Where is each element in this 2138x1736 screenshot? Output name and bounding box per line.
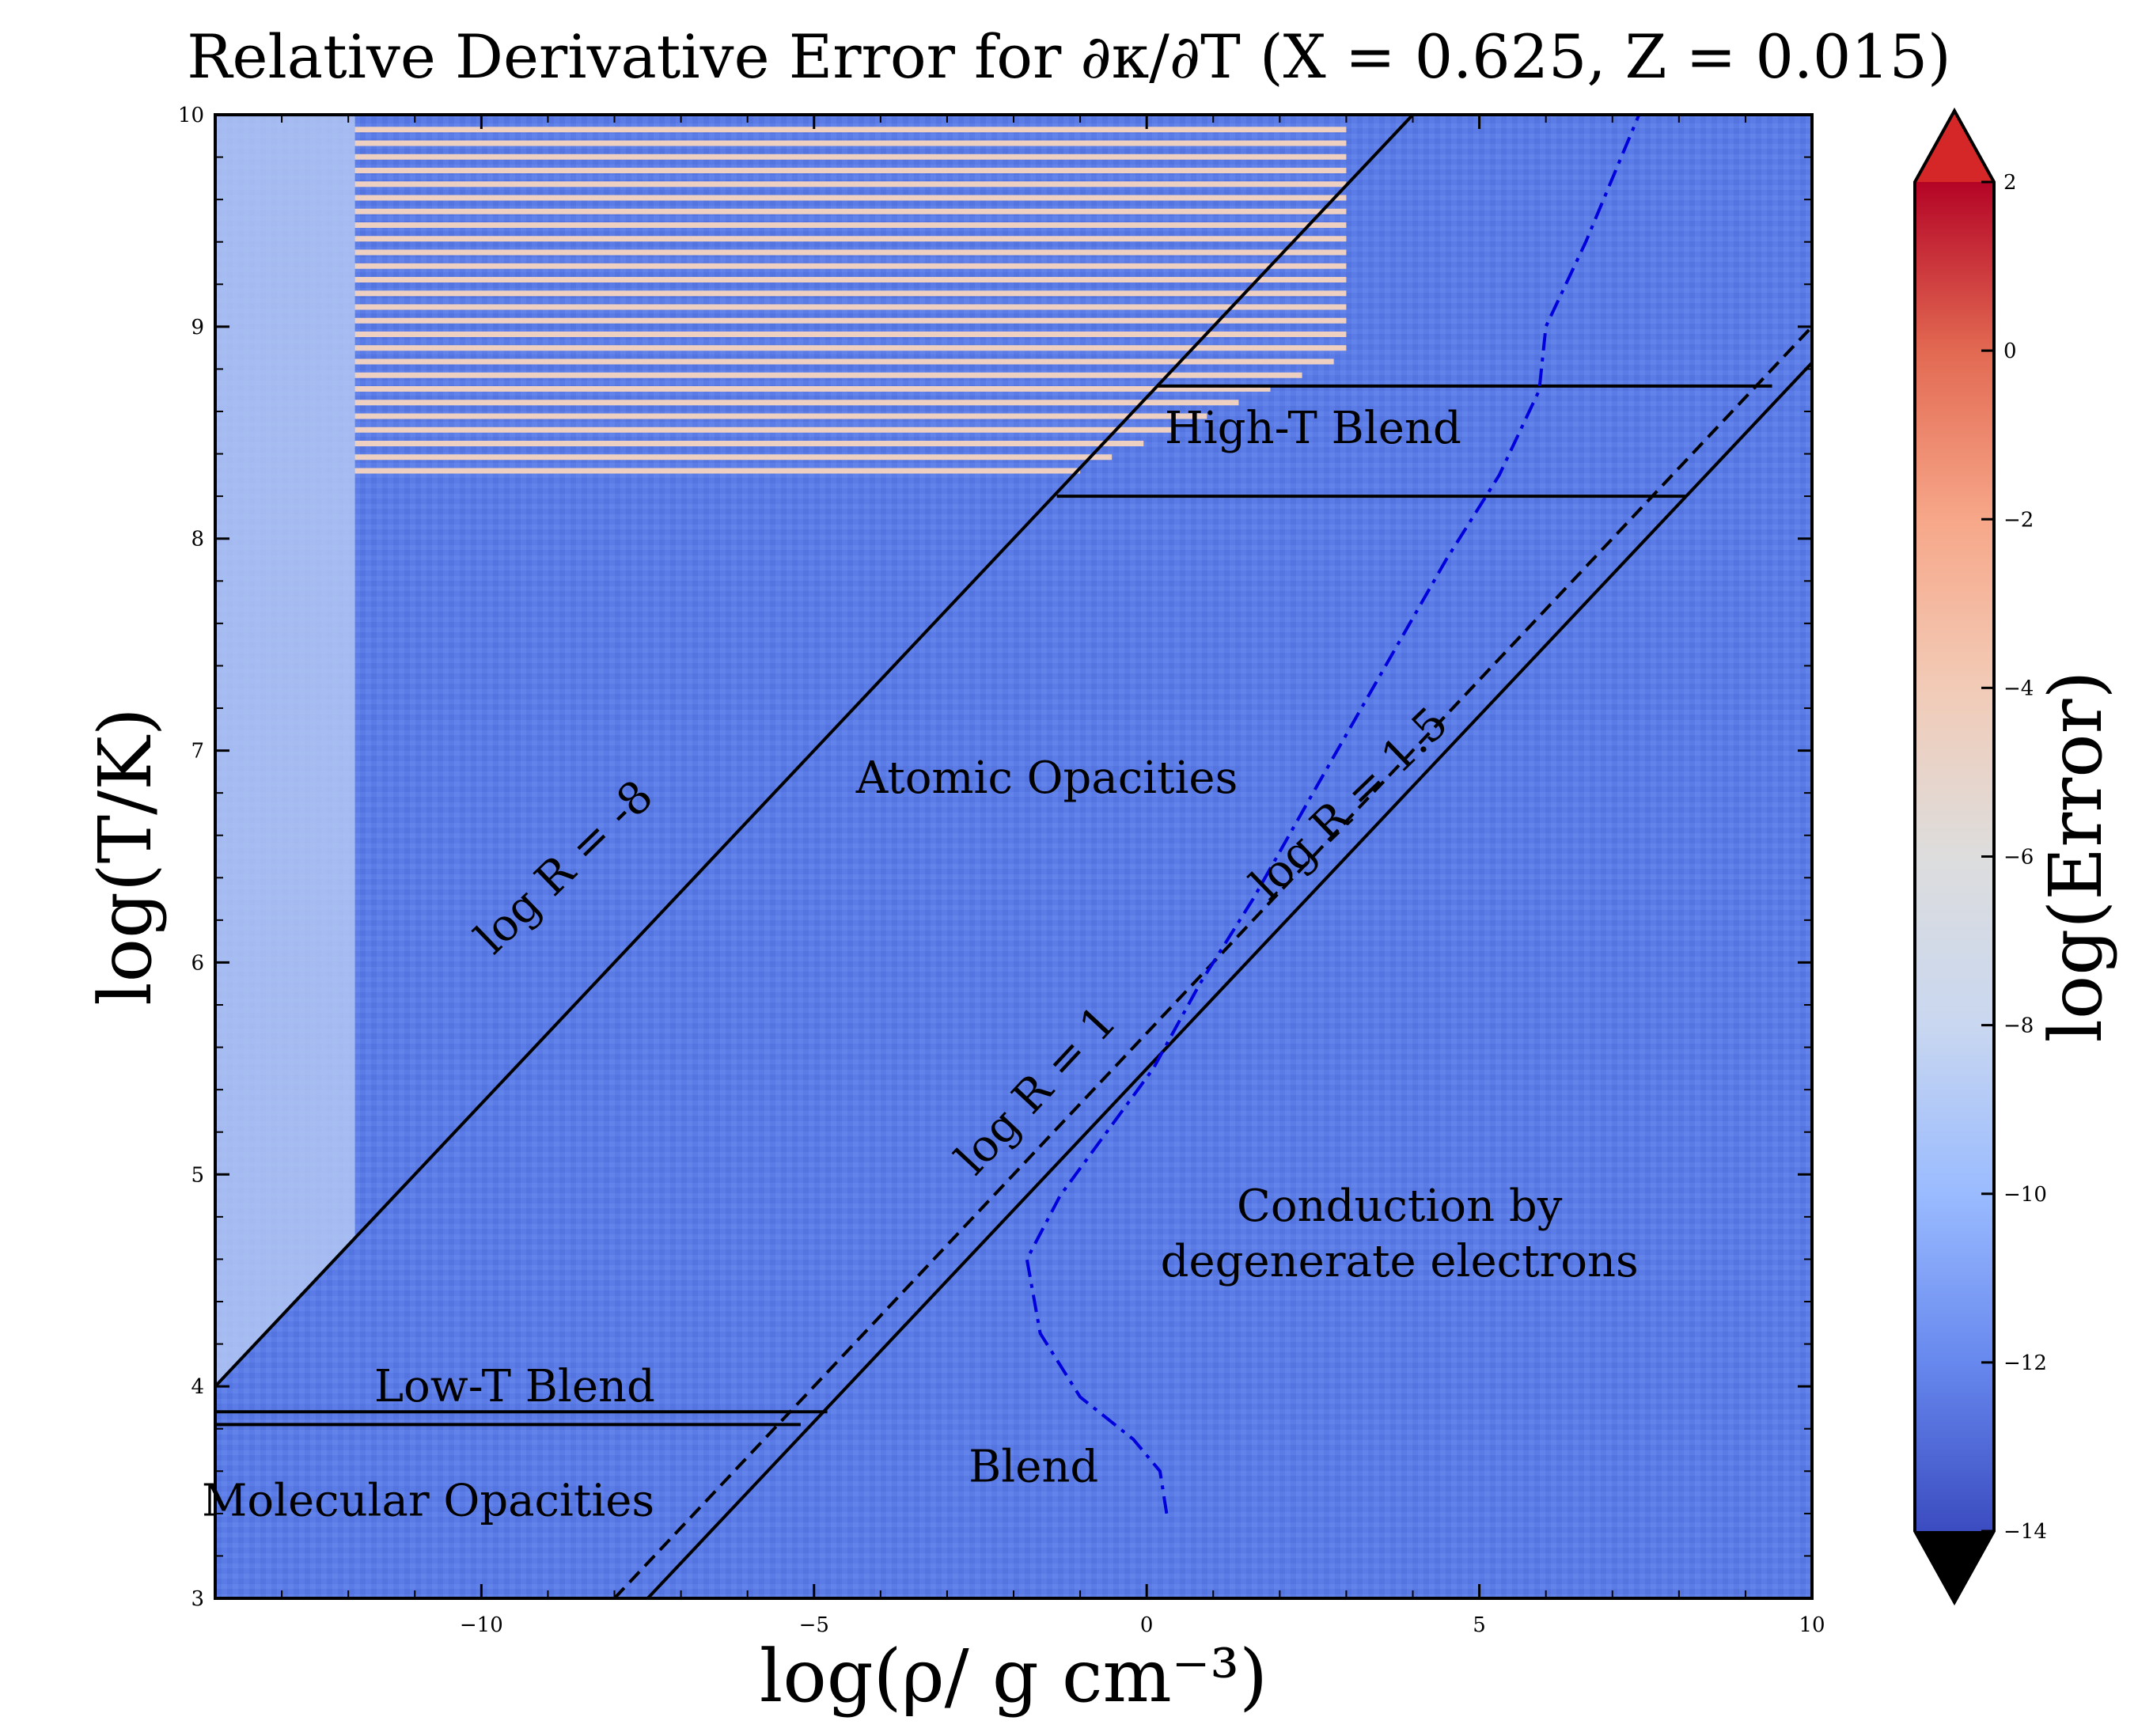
annotation-conduction-by: Conduction by xyxy=(1237,1181,1563,1232)
colorbar: 2 0 −2 −4 −6 −8 −10 −12 −14 log(Error) xyxy=(1913,107,2118,1606)
error-band xyxy=(354,332,1347,337)
x-tick-label: 10 xyxy=(1799,1613,1825,1637)
error-band xyxy=(354,208,1347,214)
error-band xyxy=(354,413,1207,419)
colorbar-tick-label: −4 xyxy=(2003,677,2034,700)
annotation-low-t-blend: Low-T Blend xyxy=(374,1361,655,1412)
error-band xyxy=(354,426,1176,433)
line-log-r-1-5 xyxy=(646,362,1812,1598)
colorbar-tick-label: −10 xyxy=(2003,1183,2047,1207)
error-band xyxy=(354,454,1113,461)
y-tick-label: 10 xyxy=(178,104,204,127)
low-density-strip xyxy=(215,115,355,1387)
colorbar-gradient xyxy=(1915,182,1994,1531)
plot-area xyxy=(215,115,1812,1598)
colorbar-over-triangle xyxy=(1915,111,1994,182)
y-tick-label: 7 xyxy=(191,740,204,764)
heatmap-regions xyxy=(215,115,1347,1387)
error-band xyxy=(354,222,1347,228)
error-band xyxy=(354,468,1081,474)
annotation-blend: Blend xyxy=(969,1442,1098,1493)
error-band xyxy=(354,317,1347,324)
colorbar-tick-label: −12 xyxy=(2003,1351,2047,1375)
boundary-lines xyxy=(215,115,1812,1598)
colorbar-tick-label: 0 xyxy=(2003,339,2017,363)
region-low-rho-strip xyxy=(215,115,355,1387)
error-band xyxy=(354,249,1347,256)
error-band xyxy=(354,263,1347,269)
error-band xyxy=(354,345,1347,351)
x-axis-label: log(ρ/ g cm⁻³) xyxy=(760,1634,1268,1719)
x-tick-label: 5 xyxy=(1473,1613,1486,1637)
x-tick-label: 0 xyxy=(1140,1613,1154,1637)
chart-title: Relative Derivative Error for ∂κ/∂T (X =… xyxy=(187,21,1950,92)
x-tick-label: −10 xyxy=(460,1613,503,1637)
annotation-molecular-opacities: Molecular Opacities xyxy=(202,1476,654,1527)
y-tick-label: 3 xyxy=(191,1587,204,1611)
annotation-degenerate-electrons: degenerate electrons xyxy=(1161,1236,1639,1287)
error-band xyxy=(354,195,1347,201)
region-high-error-bands xyxy=(354,127,1347,474)
y-tick-label: 8 xyxy=(191,528,204,552)
error-band xyxy=(354,441,1144,446)
y-tick-label: 4 xyxy=(191,1375,204,1399)
y-tick-label: 9 xyxy=(191,316,204,339)
error-band xyxy=(354,277,1347,282)
error-band xyxy=(354,127,1347,133)
title-group: Relative Derivative Error for ∂κ/∂T (X =… xyxy=(187,21,1950,92)
colorbar-tick-label: 2 xyxy=(2003,171,2017,195)
error-band xyxy=(354,236,1347,242)
annotation-atomic-opacities: Atomic Opacities xyxy=(855,752,1238,804)
error-band xyxy=(354,140,1347,146)
annotation-high-t-blend: High-T Blend xyxy=(1165,403,1461,454)
error-band xyxy=(354,290,1347,297)
error-band xyxy=(354,386,1271,392)
x-tick-label: −5 xyxy=(799,1613,829,1637)
colorbar-tick-label: −14 xyxy=(2003,1520,2047,1544)
error-band xyxy=(354,358,1334,365)
y-tick-label: 6 xyxy=(191,951,204,975)
colorbar-under-triangle xyxy=(1915,1531,1994,1602)
error-band xyxy=(354,181,1347,188)
colorbar-tick-label: −8 xyxy=(2003,1014,2034,1038)
error-band xyxy=(354,168,1347,173)
error-band xyxy=(354,400,1239,406)
error-band xyxy=(354,154,1347,160)
colorbar-tick-label: −2 xyxy=(2003,508,2034,532)
error-band xyxy=(354,304,1347,310)
colorbar-tick-label: −6 xyxy=(2003,846,2034,870)
error-band xyxy=(354,372,1302,378)
line-degeneracy-boundary xyxy=(1025,115,1641,1514)
y-axis-label: log(T/K) xyxy=(83,707,168,1006)
colorbar-label: log(Error) xyxy=(2034,671,2118,1043)
colorbar-ticks: 2 0 −2 −4 −6 −8 −10 −12 −14 xyxy=(1981,171,2047,1544)
y-tick-label: 5 xyxy=(191,1163,204,1187)
line-log-r-8 xyxy=(215,115,1414,1388)
axis-ticks: −10 −5 0 5 10 3 4 5 6 7 8 9 10 xyxy=(178,104,1825,1637)
